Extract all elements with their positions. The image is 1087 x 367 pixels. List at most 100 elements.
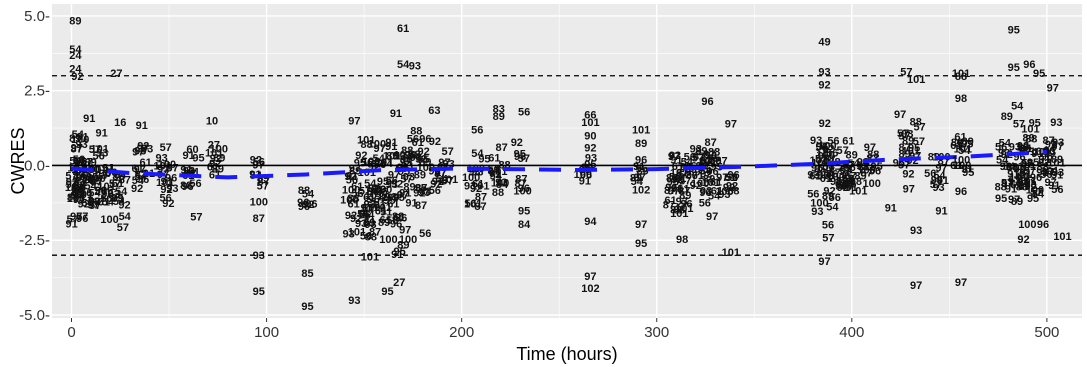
cluster-point: 56: [826, 147, 838, 159]
cluster-point: 93: [166, 183, 178, 195]
cluster-point: 100: [816, 150, 834, 162]
labeled-point: 89: [493, 111, 505, 123]
cluster-point: 56: [1040, 169, 1052, 181]
y-tick-label: 0.0-: [24, 157, 50, 174]
cluster-point: 100: [368, 138, 386, 150]
cluster-point: 96: [419, 134, 431, 146]
cluster-point: 100: [491, 177, 509, 189]
cluster-point: 92: [209, 158, 221, 170]
cluster-point: 93: [71, 189, 83, 201]
cluster-point: 97: [137, 143, 149, 155]
cluster-point: 56: [699, 198, 711, 210]
cluster-point: 91: [385, 141, 397, 153]
labeled-point: 97: [818, 256, 830, 268]
cluster-point: 88: [82, 173, 94, 185]
cluster-point: 56: [465, 198, 477, 210]
cluster-point: 57: [87, 200, 99, 212]
cluster-point: 92: [470, 183, 482, 195]
cluster-point: 89: [378, 191, 390, 203]
cluster-point: 100: [379, 234, 397, 246]
cluster-point: 93: [901, 128, 913, 140]
labeled-point: 101: [907, 74, 925, 86]
cluster-point: 93: [363, 199, 375, 211]
cluster-point: 61: [393, 212, 405, 224]
cluster-point: 54: [496, 179, 509, 191]
labeled-point: 90: [584, 131, 596, 143]
cluster-point: 93: [141, 143, 153, 155]
cluster-point: 91: [95, 128, 107, 140]
cluster-point: 101: [471, 180, 489, 192]
cluster-point: 96: [665, 182, 677, 194]
cluster-point: 100: [1026, 184, 1044, 196]
cluster-point: 101: [365, 190, 383, 202]
cluster-point: 61: [842, 136, 854, 148]
cluster-point: 93: [514, 151, 526, 163]
gridlines: [52, 4, 1082, 318]
cluster-point: 100: [1018, 180, 1036, 192]
labeled-point: 96: [701, 96, 713, 108]
cluster-point: 96: [1043, 146, 1055, 158]
cluster-point: 54: [381, 158, 394, 170]
cluster-point: 96: [835, 180, 847, 192]
cluster-point: 54: [72, 190, 85, 202]
cluster-point: 91: [961, 164, 973, 176]
labeled-point: 92: [818, 80, 830, 92]
cluster-point: 100: [87, 173, 105, 185]
cluster-point: 89: [842, 175, 854, 187]
labeled-point: 10: [206, 116, 218, 128]
cluster-point: 96: [1030, 172, 1042, 184]
cluster-point: 101: [670, 168, 688, 180]
cluster-point: 92: [1045, 139, 1057, 151]
cluster-point: 56: [836, 175, 848, 187]
cluster-point: 93: [385, 191, 397, 203]
cluster-point: 97: [1001, 178, 1013, 190]
cluster-point: 96: [165, 172, 177, 184]
labeled-point: 97: [635, 219, 647, 231]
labeled-point: 57: [822, 232, 834, 244]
cluster-point: 93: [718, 189, 730, 201]
cluster-point: 87: [402, 153, 414, 165]
labeled-point: 57: [190, 211, 202, 223]
cluster-point: 56: [346, 175, 358, 187]
cluster-point: 57: [679, 176, 691, 188]
cluster-point: 87: [495, 142, 507, 154]
cluster-point: 92: [669, 150, 681, 162]
cluster-point: 91: [1036, 167, 1048, 179]
cluster-point: 93: [403, 171, 415, 183]
cluster-point: 54: [708, 190, 721, 202]
cluster-point: 91: [413, 188, 425, 200]
cluster-point: 89: [374, 184, 386, 196]
cluster-point: 91: [1007, 169, 1019, 181]
cluster-point: 91: [95, 185, 107, 197]
cluster-point: 89: [386, 150, 398, 162]
cluster-point: 96: [375, 186, 387, 198]
cluster-point: 95: [478, 154, 490, 166]
cluster-point: 97: [70, 211, 82, 223]
x-tick-label: 400: [839, 324, 864, 341]
cluster-point: 93: [932, 182, 944, 194]
cluster-point: 57: [1030, 187, 1042, 199]
cluster-point: 93: [585, 152, 597, 164]
cluster-point: 91: [670, 155, 682, 167]
labeled-point: 101: [952, 68, 970, 80]
cluster-point: 61: [1010, 180, 1022, 192]
cluster-point: 61: [711, 186, 723, 198]
cluster-point: 97: [1042, 166, 1054, 178]
cluster-point: 56: [81, 197, 93, 209]
labeled-point: 54: [397, 59, 410, 71]
labeled-point: 94: [584, 216, 597, 228]
cluster-point: 95: [1014, 163, 1026, 175]
cluster-point: 87: [474, 201, 486, 213]
cluster-point: 56: [814, 167, 826, 179]
cluster-point: 57: [930, 179, 942, 191]
cluster-point: 56: [839, 181, 851, 193]
cluster-point: 61: [950, 140, 962, 152]
y-tick-label: 5.0-: [24, 8, 50, 25]
cluster-point: 54: [69, 156, 82, 168]
cluster-point: 91: [73, 194, 85, 206]
cluster-point: 61: [379, 214, 391, 226]
cluster-point: 95: [961, 138, 973, 150]
labeled-point: 27: [208, 140, 220, 152]
cluster-point: 91: [489, 168, 501, 180]
cluster-point: 91: [1019, 168, 1031, 180]
